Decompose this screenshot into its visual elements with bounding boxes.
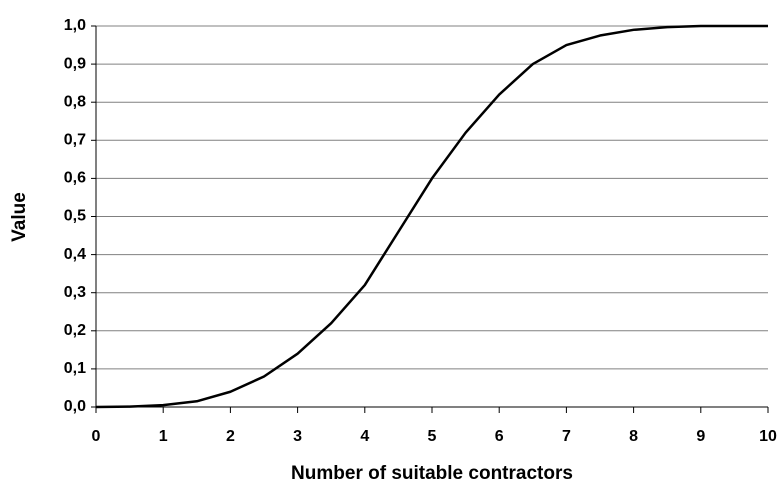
y-tick-label: 1,0 — [64, 17, 86, 34]
x-tick-label: 9 — [696, 428, 705, 445]
x-tick-label: 5 — [428, 428, 437, 445]
data-line — [95, 24, 768, 409]
y-tick-label: 0,7 — [64, 132, 86, 149]
x-tick-label: 2 — [226, 428, 235, 445]
x-tick-label: 0 — [92, 428, 101, 445]
y-axis-label: Value — [9, 192, 30, 242]
y-tick-label: 0,2 — [64, 322, 86, 339]
y-tick-label: 0,9 — [64, 55, 86, 72]
y-tick-label: 0,6 — [64, 170, 86, 187]
y-tick-label: 0,0 — [64, 398, 86, 415]
x-tick-label: 4 — [360, 428, 369, 445]
x-tick-label: 6 — [495, 428, 504, 445]
x-axis-label: Number of suitable contractors — [291, 463, 573, 484]
y-tick-label: 0,4 — [64, 246, 86, 263]
x-tick-label: 1 — [159, 428, 168, 445]
y-tick-label: 0,8 — [64, 93, 86, 110]
y-tick-label: 0,1 — [64, 360, 86, 377]
y-tick-label: 0,5 — [64, 208, 86, 225]
x-tick-label: 8 — [629, 428, 638, 445]
y-tick-label: 0,3 — [64, 284, 86, 301]
x-tick-label: 7 — [562, 428, 571, 445]
x-tick-label: 10 — [759, 428, 777, 445]
x-tick-label: 3 — [293, 428, 302, 445]
